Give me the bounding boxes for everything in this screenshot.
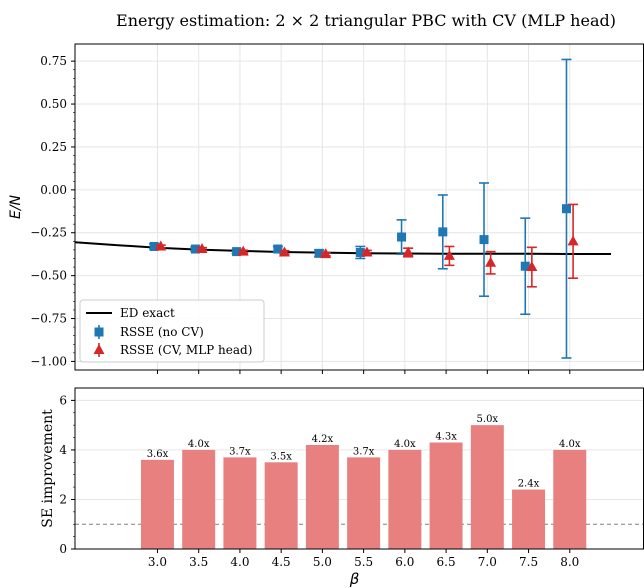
nocv-point — [520, 261, 530, 271]
bottom-x-tick-label: 5.0 — [313, 555, 332, 569]
top-x-ticks — [156, 370, 571, 374]
top-y-tick-label: −0.25 — [30, 226, 67, 240]
bar-value-label: 3.7x — [353, 446, 375, 457]
bottom-x-tick-label: 7.0 — [478, 555, 497, 569]
cv-point — [485, 256, 497, 267]
top-y-axis-label: E/N — [8, 194, 24, 219]
improvement-bar — [223, 457, 257, 549]
top-y-tick-label: −0.50 — [30, 269, 67, 283]
top-y-tick-label: −1.00 — [30, 354, 67, 368]
nocv-point — [314, 248, 324, 258]
cv-point — [361, 246, 373, 257]
cv-point — [320, 248, 332, 259]
top-series — [74, 58, 611, 359]
energy-panel: 0.75 0.50 0.25 0.00 −0.25 −0.50 −0.75 −1.00 E/N… — [8, 43, 644, 374]
nocv-point — [190, 244, 200, 254]
top-y-tick-label: 0.75 — [40, 54, 67, 68]
top-y-tick-label: −0.75 — [30, 312, 67, 326]
improvement-bar — [264, 462, 298, 549]
bar-value-label: 4.3x — [435, 431, 457, 442]
bottom-bars: 3.6x 4.0x 3.7x 3.5x 4.2x 3.7x 4.0x 4.3x 5.0x 2.4x… — [140, 414, 587, 549]
cv-point — [278, 246, 290, 257]
bottom-x-tick-label: 7.5 — [519, 555, 538, 569]
bottom-y-tick-label: 2 — [59, 492, 67, 506]
top-y-tick-label: 0.00 — [40, 183, 67, 197]
cv-point — [155, 240, 167, 251]
bottom-x-tick-label: 4.0 — [230, 555, 249, 569]
bar-value-label: 4.2x — [312, 434, 334, 445]
cv-point — [526, 261, 538, 272]
nocv-point — [397, 232, 407, 242]
legend-swatch-cv — [93, 344, 105, 354]
bottom-x-ticks: 3.0 3.5 4.0 4.5 5.0 5.5 6.0 6.5 7.0 7.5 8.0 — [148, 549, 579, 569]
nocv-point — [232, 247, 242, 257]
figure-title: Energy estimation: 2 × 2 triangular PBC … — [116, 11, 616, 30]
cv-point — [567, 235, 579, 246]
nocv-point — [273, 244, 283, 254]
improvement-bar — [140, 459, 174, 549]
cv-point — [237, 245, 249, 256]
bottom-x-tick-label: 3.5 — [189, 555, 208, 569]
bottom-x-tick-label: 4.5 — [272, 555, 291, 569]
bottom-x-axis-label: β — [349, 570, 360, 588]
bottom-x-tick-label: 5.5 — [354, 555, 373, 569]
bottom-y-ticks: 0 2 4 6 — [59, 393, 75, 556]
bottom-y-tick-label: 4 — [59, 443, 67, 457]
improvement-bar — [347, 457, 381, 549]
cv-point — [402, 246, 414, 257]
nocv-point — [479, 235, 489, 245]
bottom-x-tick-label: 6.5 — [437, 555, 456, 569]
improvement-bar — [305, 444, 339, 549]
bottom-x-tick-label: 3.0 — [148, 555, 167, 569]
bar-value-label: 4.0x — [188, 439, 210, 450]
legend: ED exact RSSE (no CV) RSSE (CV, MLP head) — [79, 299, 265, 363]
bar-value-label: 3.7x — [229, 446, 251, 457]
bar-value-label: 4.0x — [394, 439, 416, 450]
bar-value-label: 3.6x — [147, 449, 169, 460]
legend-label-ed: ED exact — [120, 306, 175, 320]
legend-swatch-nocv — [94, 327, 104, 337]
improvement-bar — [182, 449, 216, 549]
bottom-x-tick-label: 8.0 — [560, 555, 579, 569]
nocv-point — [355, 247, 365, 257]
improvement-panel: 3.6x 4.0x 3.7x 3.5x 4.2x 3.7x 4.0x 4.3x 5.0x 2.4x… — [40, 387, 644, 588]
improvement-bar — [429, 442, 463, 549]
bar-value-label: 2.4x — [518, 479, 540, 490]
top-y-ticks: 0.75 0.50 0.25 0.00 −0.25 −0.50 −0.75 −1.00 — [30, 54, 75, 368]
bottom-y-tick-label: 0 — [59, 542, 67, 556]
improvement-bar — [470, 425, 504, 549]
legend-label-cv: RSSE (CV, MLP head) — [120, 343, 252, 357]
top-grid — [75, 44, 644, 370]
bar-value-label: 3.5x — [270, 451, 292, 462]
legend-label-nocv: RSSE (no CV) — [120, 325, 204, 339]
bottom-x-tick-label: 6.0 — [395, 555, 414, 569]
improvement-bar — [388, 449, 422, 549]
improvement-bar — [512, 489, 546, 549]
nocv-point — [438, 227, 448, 237]
bottom-y-axis-label: SE improvement — [40, 409, 56, 528]
bar-value-label: 5.0x — [477, 414, 499, 425]
nocv-point — [561, 204, 571, 214]
cv-point — [443, 249, 455, 260]
improvement-bar — [553, 449, 587, 549]
nocv-point — [149, 241, 159, 251]
cv-point — [196, 243, 208, 254]
legend-box — [79, 299, 265, 363]
top-y-tick-label: 0.25 — [40, 140, 67, 154]
top-y-tick-label: 0.50 — [40, 97, 67, 111]
bar-value-label: 4.0x — [559, 439, 581, 450]
bottom-y-tick-label: 6 — [59, 393, 67, 407]
